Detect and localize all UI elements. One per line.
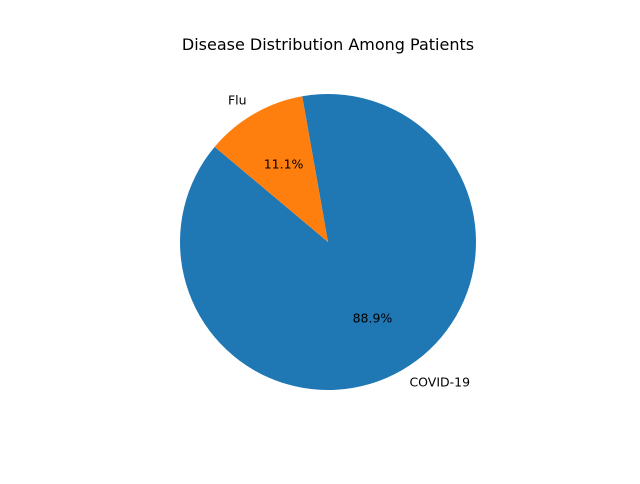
pie-slice-covid-19 (180, 93, 477, 391)
slice-label-covid-19: COVID-19 (409, 374, 470, 389)
slice-label-flu: Flu (228, 93, 247, 108)
chart-title: Disease Distribution Among Patients (182, 35, 474, 54)
slice-percent-covid-19: 88.9% (353, 310, 393, 325)
pie-labels: COVID-19 88.9% Flu 11.1% (228, 93, 470, 390)
slice-percent-flu: 11.1% (264, 157, 304, 172)
pie-slices (180, 93, 477, 391)
pie-slice-flu (214, 96, 328, 242)
